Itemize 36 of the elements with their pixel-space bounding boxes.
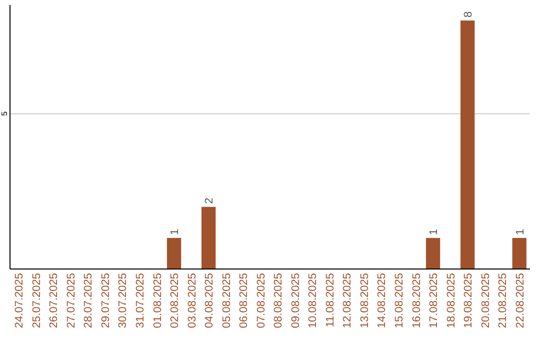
x-tick-label: 06.08.2025 (238, 273, 250, 328)
data-label: 2 (204, 198, 216, 204)
x-tick-label: 10.08.2025 (307, 273, 320, 328)
x-tick-label: 11.08.2025 (324, 273, 336, 328)
x-tick-label: 16.08.2025 (410, 273, 423, 328)
x-tick-label: 04.08.2025 (204, 273, 216, 328)
x-tick-label: 30.07.2025 (117, 273, 130, 328)
x-tick-label: 17.08.2025 (428, 273, 440, 328)
data-label: 1 (428, 228, 440, 235)
x-tick-label: 09.08.2025 (290, 273, 302, 328)
x-tick-label: 24.07.2025 (14, 273, 26, 328)
data-label: 8 (462, 11, 475, 18)
x-tick-label: 25.07.2025 (30, 273, 43, 328)
x-tick-label: 27.07.2025 (65, 273, 78, 328)
x-tick-label: 22.08.2025 (514, 273, 526, 328)
x-tick-label: 08.08.2025 (272, 273, 285, 328)
x-tick-label: 05.08.2025 (220, 273, 233, 328)
x-tick-label: 19.08.2025 (462, 273, 475, 328)
x-tick-label: 21.08.2025 (497, 273, 510, 328)
x-tick-label: 14.08.2025 (376, 273, 388, 328)
x-tick-label: 13.08.2025 (358, 273, 371, 328)
x-tick-label: 02.08.2025 (169, 273, 182, 328)
x-tick-label: 12.08.2025 (342, 273, 354, 328)
x-tick-label: 18.08.2025 (445, 273, 458, 328)
data-label: 1 (514, 228, 526, 235)
x-tick-label: 03.08.2025 (186, 273, 198, 328)
data-label: 1 (169, 228, 182, 235)
x-tick-label: 28.07.2025 (82, 273, 95, 328)
x-tick-label: 26.07.2025 (48, 273, 60, 328)
x-tick-label: 29.07.2025 (100, 273, 112, 328)
x-tick-label: 20.08.2025 (480, 273, 492, 328)
x-tick-label: 07.08.2025 (255, 273, 268, 328)
x-tick-label: 01.08.2025 (152, 273, 164, 328)
x-tick-label: 31.07.2025 (134, 273, 146, 328)
y-tick-label: 5 (0, 110, 9, 116)
x-tick-label: 15.08.2025 (394, 273, 406, 328)
